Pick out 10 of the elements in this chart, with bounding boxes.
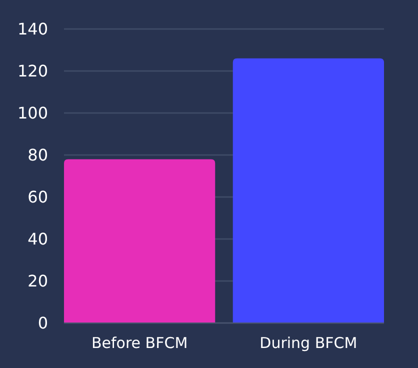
y-tick-label: 120	[17, 62, 48, 81]
y-tick-label: 100	[17, 104, 48, 123]
y-tick-label: 40	[28, 230, 48, 249]
y-tick-label: 20	[28, 272, 48, 291]
x-tick-label: During BFCM	[260, 334, 358, 352]
y-tick-label: 140	[17, 20, 48, 39]
y-tick-label: 0	[38, 314, 48, 333]
x-tick-label: Before BFCM	[91, 334, 188, 352]
y-tick-label: 80	[28, 146, 48, 165]
y-tick-label: 60	[28, 188, 48, 207]
